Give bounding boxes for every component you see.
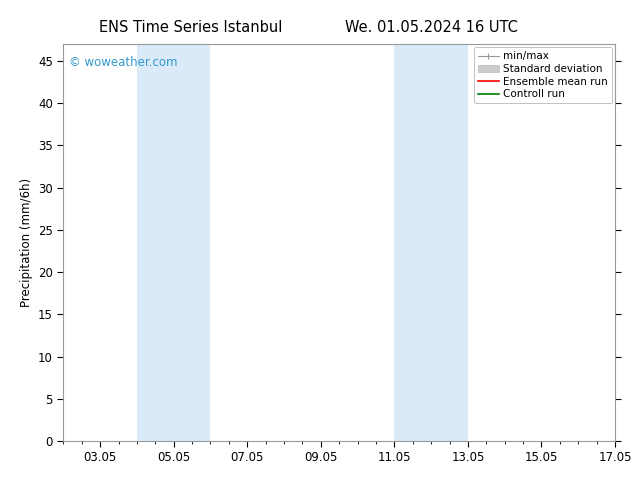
Legend: min/max, Standard deviation, Ensemble mean run, Controll run: min/max, Standard deviation, Ensemble me… — [474, 47, 612, 103]
Text: © woweather.com: © woweather.com — [69, 56, 178, 69]
Bar — [137, 44, 210, 441]
Text: We. 01.05.2024 16 UTC: We. 01.05.2024 16 UTC — [345, 20, 517, 35]
Y-axis label: Precipitation (mm/6h): Precipitation (mm/6h) — [20, 178, 32, 307]
Bar — [394, 44, 468, 441]
Text: ENS Time Series Istanbul: ENS Time Series Istanbul — [98, 20, 282, 35]
